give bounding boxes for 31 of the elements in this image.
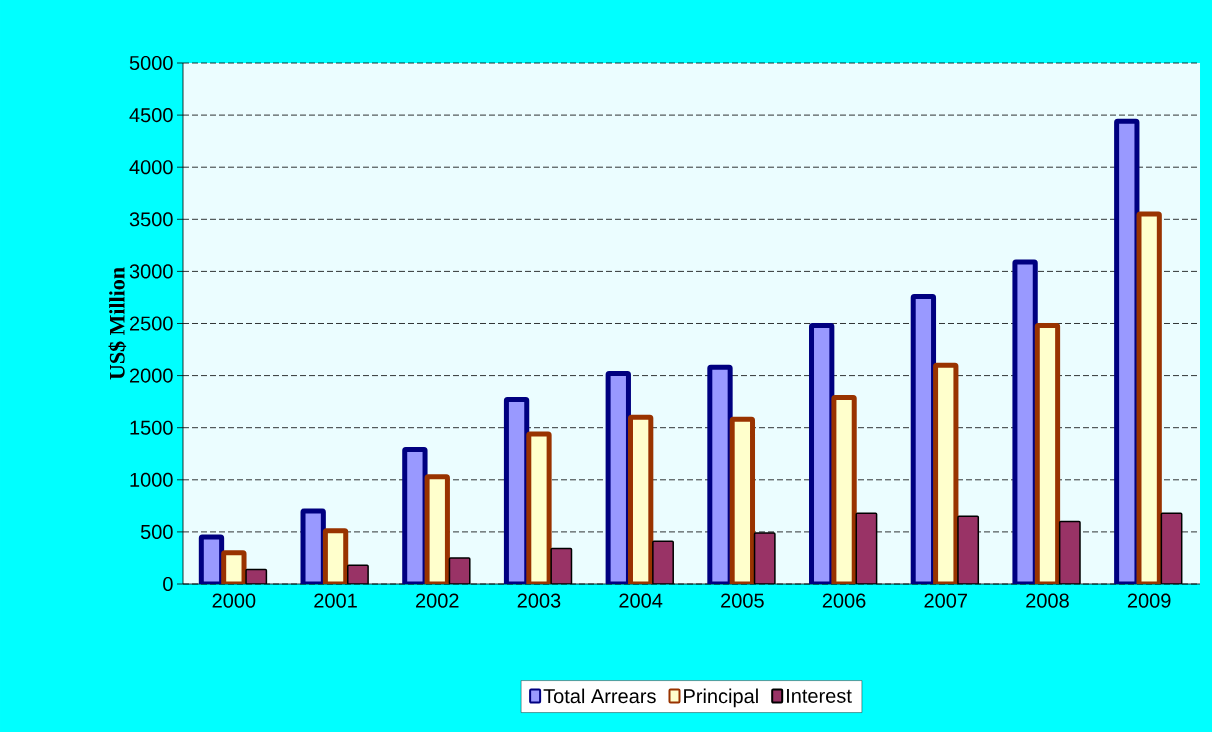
y-tick-label: 2500 [129, 316, 173, 331]
bar [550, 547, 573, 584]
x-tick-label: 2000 [212, 593, 256, 608]
bar [957, 515, 980, 584]
x-tick-label: 2002 [416, 593, 459, 608]
x-tick-label: 2008 [1026, 593, 1069, 608]
legend-label: Interest [787, 688, 852, 703]
y-tick-label: 4500 [129, 108, 173, 123]
bar [1160, 512, 1183, 584]
y-tick-label: 3000 [129, 264, 173, 279]
x-tick-label: 2006 [822, 593, 866, 608]
y-tick-label: 0 [163, 576, 173, 592]
x-tick-label: 2003 [517, 593, 561, 608]
y-axis-title: US$ Million [108, 267, 127, 380]
x-tick-label: 2004 [619, 593, 663, 608]
legend-label: Total Arrears [543, 688, 656, 704]
y-tick-label: 1500 [130, 420, 173, 435]
y-tick-label: 4000 [129, 160, 173, 175]
bar [1058, 520, 1081, 584]
bar [753, 532, 776, 584]
x-tick-label: 2001 [314, 593, 357, 608]
y-tick-label: 5000 [129, 55, 173, 71]
y-tick-label: 1000 [130, 472, 173, 487]
y-tick-label: 3500 [129, 212, 173, 227]
bar [855, 512, 878, 584]
legend-label: Principal [684, 688, 758, 708]
y-tick-label: 500 [140, 524, 173, 539]
x-tick-label: 2007 [924, 593, 967, 608]
x-tick-label: 2005 [721, 593, 764, 608]
y-tick-label: 2000 [129, 368, 173, 383]
x-tick-label: 2009 [1127, 593, 1171, 608]
